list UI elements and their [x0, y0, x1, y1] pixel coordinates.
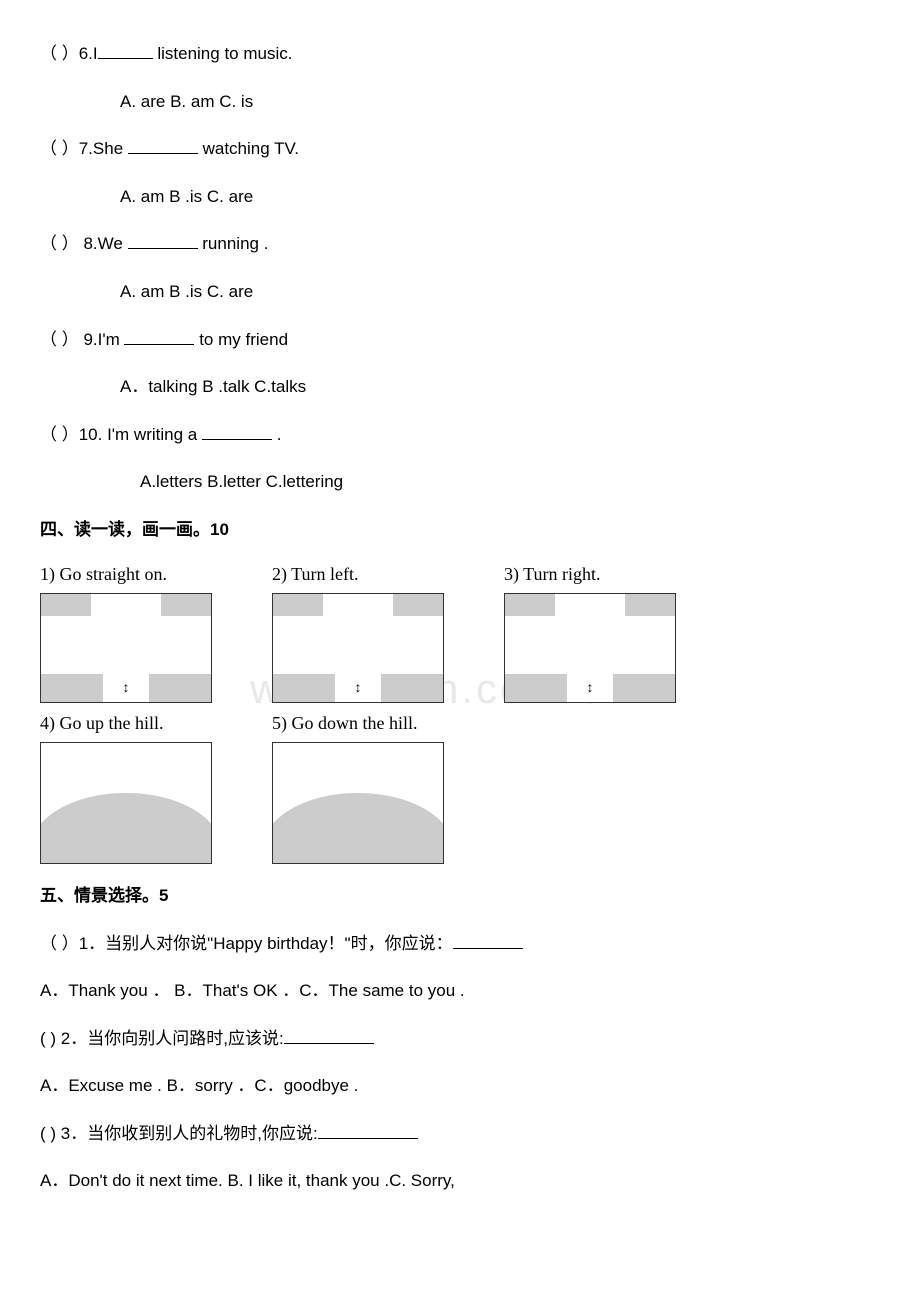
- intersection-diagram: ↕: [272, 593, 444, 703]
- section-4-title: 四、读一读，画一画。10: [40, 506, 880, 554]
- diagram-3-label: 3) Turn right.: [504, 562, 676, 587]
- q9-options: A．talking B .talk C.talks: [40, 363, 880, 411]
- block-shape: [161, 594, 211, 616]
- diagram-4-label: 4) Go up the hill.: [40, 711, 212, 736]
- block-shape: [273, 594, 323, 616]
- s5-q2-options: A．Excuse me . B．sorry ．C．goodbye .: [40, 1062, 880, 1110]
- question-8: （ ） 8.We running .: [40, 220, 880, 268]
- hill-shape: [40, 793, 212, 864]
- s5-q3: ( ) 3．当你收到别人的礼物时,你应说:: [40, 1110, 880, 1158]
- block-shape: [505, 594, 555, 616]
- q9-blank: [124, 344, 194, 345]
- block-shape: [393, 594, 443, 616]
- q10-suffix: .: [272, 425, 281, 444]
- q8-suffix: running .: [198, 234, 269, 253]
- s5-q1-options: A．Thank you ． B．That's OK ．C．The same to…: [40, 967, 880, 1015]
- s5-q2: ( ) 2．当你向别人问路时,应该说:: [40, 1015, 880, 1063]
- hill-diagram: [272, 742, 444, 864]
- diagrams-row-2: 4) Go up the hill. 5) Go down the hill.: [40, 711, 880, 864]
- q7-prefix: （ ）7.She: [40, 139, 128, 158]
- block-shape: [273, 674, 335, 702]
- s5-q2-text: ( ) 2．当你向别人问路时,应该说:: [40, 1029, 284, 1048]
- hill-shape: [272, 793, 444, 864]
- q6-prefix: （ ）6.I: [40, 44, 98, 63]
- s5-q2-blank: [284, 1043, 374, 1044]
- diagram-5-label: 5) Go down the hill.: [272, 711, 444, 736]
- block-shape: [41, 674, 103, 702]
- q10-blank: [202, 439, 272, 440]
- q10-prefix: （ ）10. I'm writing a: [40, 425, 202, 444]
- q9-prefix: （ ） 9.I'm: [40, 330, 124, 349]
- diagram-2-label: 2) Turn left.: [272, 562, 444, 587]
- s5-q3-text: ( ) 3．当你收到别人的礼物时,你应说:: [40, 1124, 318, 1143]
- hill-diagram: [40, 742, 212, 864]
- block-shape: [625, 594, 675, 616]
- q8-options: A. am B .is C. are: [40, 268, 880, 316]
- block-shape: [149, 674, 211, 702]
- q7-suffix: watching TV.: [198, 139, 299, 158]
- q6-options: A. are B. am C. is: [40, 78, 880, 126]
- s5-q3-blank: [318, 1138, 418, 1139]
- question-6: （ ）6.I listening to music.: [40, 30, 880, 78]
- q8-blank: [128, 248, 198, 249]
- s5-q1-blank: [453, 948, 523, 949]
- question-9: （ ） 9.I'm to my friend: [40, 316, 880, 364]
- block-shape: [505, 674, 567, 702]
- q6-suffix: listening to music.: [153, 44, 293, 63]
- diagram-3: 3) Turn right. ↕: [504, 562, 676, 703]
- diagram-5: 5) Go down the hill.: [272, 711, 444, 864]
- section-5-title: 五、情景选择。5: [40, 872, 880, 920]
- s5-q3-options: A．Don't do it next time. B. I like it, t…: [40, 1157, 880, 1205]
- q8-prefix: （ ） 8.We: [40, 234, 128, 253]
- diagram-1-label: 1) Go straight on.: [40, 562, 212, 587]
- intersection-diagram: ↕: [40, 593, 212, 703]
- diagram-1: 1) Go straight on. ↕: [40, 562, 212, 703]
- q7-options: A. am B .is C. are: [40, 173, 880, 221]
- arrow-icon: ↕: [587, 678, 594, 698]
- block-shape: [41, 594, 91, 616]
- q7-blank: [128, 153, 198, 154]
- block-shape: [613, 674, 675, 702]
- intersection-diagram: ↕: [504, 593, 676, 703]
- diagram-2: 2) Turn left. ↕: [272, 562, 444, 703]
- s5-q1-text: （ ）1．当别人对你说"Happy birthday！"时，你应说：: [40, 934, 453, 953]
- question-7: （ ）7.She watching TV.: [40, 125, 880, 173]
- q6-blank: [98, 58, 153, 59]
- q10-options: A.letters B.letter C.lettering: [40, 458, 880, 506]
- q9-suffix: to my friend: [194, 330, 288, 349]
- diagram-4: 4) Go up the hill.: [40, 711, 212, 864]
- question-10: （ ）10. I'm writing a .: [40, 411, 880, 459]
- diagrams-row-1: 1) Go straight on. ↕ 2) Turn left. ↕ 3) …: [40, 562, 880, 703]
- arrow-icon: ↕: [123, 678, 130, 698]
- s5-q1: （ ）1．当别人对你说"Happy birthday！"时，你应说：: [40, 920, 880, 968]
- arrow-icon: ↕: [355, 678, 362, 698]
- block-shape: [381, 674, 443, 702]
